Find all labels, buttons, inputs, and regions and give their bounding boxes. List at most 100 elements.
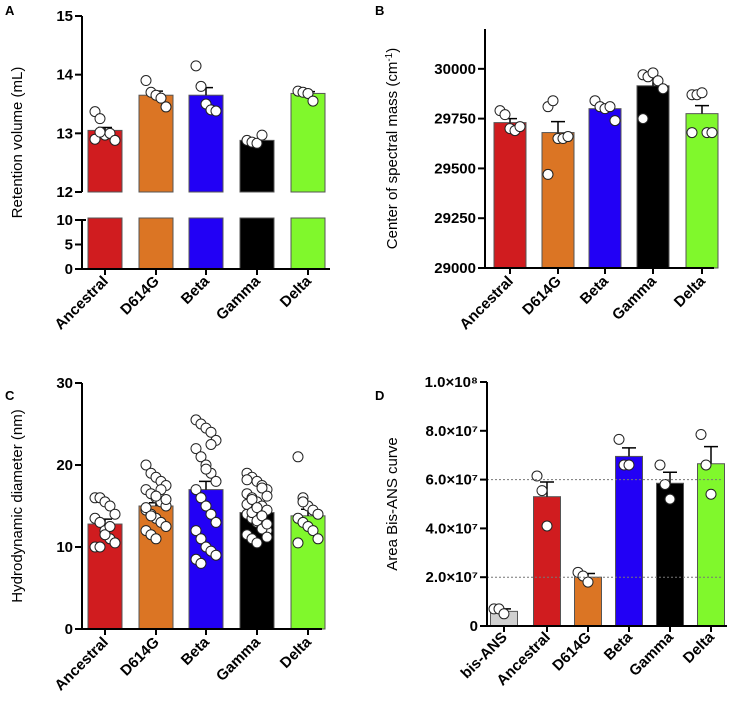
y-tick-label: 4.0×10⁷ (426, 520, 479, 537)
data-point (256, 129, 268, 141)
panel-A: A Ancestral D614G Beta Gamma Delta 12 13 14 15 0 5 1… (5, 3, 330, 333)
category-label-D614G: D614G (519, 273, 565, 319)
data-point (241, 474, 253, 486)
y-tick-label: 0 (470, 618, 478, 635)
data-point (195, 492, 207, 504)
data-point (302, 87, 314, 99)
data-point (205, 508, 217, 520)
y-axis-label: Hydrodynamic diameter (nm) (9, 409, 26, 602)
y-tick-label: 8.0×10⁷ (426, 423, 479, 440)
y-tick-label: 15 (56, 8, 73, 25)
data-point (104, 500, 116, 512)
data-point (155, 92, 167, 104)
y-tick-label: 13 (56, 125, 73, 142)
data-point (251, 137, 263, 149)
data-point (514, 121, 526, 133)
data-point (562, 131, 574, 143)
data-point (109, 537, 121, 549)
bar-lower-Gamma (239, 217, 275, 270)
bar-Delta (290, 92, 326, 193)
data-point (94, 516, 106, 528)
bar-lower-Ancestral (87, 217, 123, 270)
y-tick-label: 10 (56, 212, 73, 229)
bar-D614G (541, 132, 575, 269)
data-point (659, 478, 671, 490)
y-tick-label: 12 (56, 184, 73, 201)
y-axis-label: Center of spectral mass (cm-1) (384, 48, 402, 249)
data-point (705, 488, 717, 500)
data-point (652, 75, 664, 87)
data-point (261, 531, 273, 543)
data-point (205, 426, 217, 438)
data-point (150, 490, 162, 502)
data-point (160, 493, 172, 505)
bar-Ancestral (493, 122, 527, 269)
y-tick-label: 20 (56, 457, 73, 474)
y-tick-label: 1.0×10⁸ (425, 374, 478, 391)
data-point (94, 126, 106, 138)
data-point (246, 493, 258, 505)
data-point (145, 510, 157, 522)
data-point (200, 463, 212, 475)
category-label-Beta: Beta (178, 272, 213, 307)
panel-label: D (375, 388, 384, 403)
data-point (190, 60, 202, 72)
data-point (160, 521, 172, 532)
error-bar (695, 104, 709, 114)
data-point (686, 127, 698, 139)
data-point (205, 439, 217, 450)
bar-lower-Beta (188, 217, 224, 270)
error-bar (704, 445, 718, 464)
y-tick-label: 0 (65, 261, 73, 278)
data-point (251, 502, 263, 514)
category-label-Beta: Beta (601, 628, 636, 663)
category-label-Gamma: Gamma (213, 633, 264, 684)
error-bar (622, 447, 636, 457)
category-label-Delta: Delta (680, 628, 718, 666)
data-point (94, 541, 106, 553)
bar-Delta (697, 463, 725, 627)
data-point (261, 490, 273, 502)
y-tick-label: 5 (65, 237, 73, 254)
y-tick-label: 29000 (434, 260, 476, 277)
data-point (109, 134, 121, 146)
bar-Gamma (636, 85, 670, 269)
y-axis-label-end: ) (384, 48, 401, 53)
data-point (109, 508, 121, 520)
data-point (210, 105, 222, 117)
data-point (582, 576, 594, 588)
data-point (160, 101, 172, 113)
category-label-Gamma: Gamma (626, 628, 677, 679)
category-label-Beta: Beta (178, 633, 213, 668)
y-tick-label: 30 (56, 375, 73, 392)
data-point (499, 109, 511, 121)
data-point (637, 113, 649, 125)
data-point (297, 496, 309, 508)
bar-lower-D614G (138, 217, 174, 270)
data-point (706, 127, 718, 139)
data-point (261, 518, 273, 530)
error-bar (663, 471, 677, 484)
data-point (140, 502, 152, 514)
bar-Gamma (239, 139, 275, 193)
data-point (104, 521, 116, 532)
bar-lower-Delta (290, 217, 326, 270)
category-label-Gamma: Gamma (609, 272, 660, 323)
y-axis-label: Area Bis-ANS curve (384, 437, 401, 570)
category-label-D614G: D614G (117, 273, 163, 319)
category-label-Beta: Beta (577, 272, 612, 307)
data-point (613, 433, 625, 445)
category-label-Ancestral: Ancestral (456, 273, 516, 333)
category-label-Delta: Delta (671, 272, 709, 310)
y-tick-label: 10 (56, 539, 73, 556)
data-point (498, 608, 510, 620)
data-point (664, 493, 676, 505)
data-point (292, 537, 304, 549)
data-point (700, 459, 712, 471)
data-point (190, 484, 202, 496)
bar-Beta (615, 455, 643, 627)
data-point (140, 75, 152, 87)
y-tick-label: 29500 (434, 160, 476, 177)
data-point (210, 475, 222, 487)
panel-C: C Ancestral D614G Beta Gamma Delta 0 10 20 30 Hydr… (5, 375, 326, 694)
